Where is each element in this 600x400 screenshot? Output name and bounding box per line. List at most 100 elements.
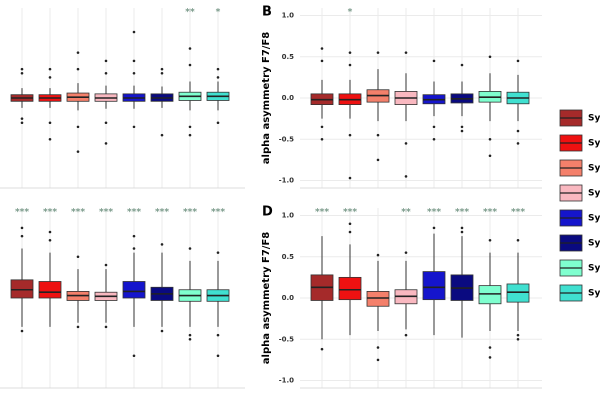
significance: * — [348, 8, 353, 18]
outlier — [76, 51, 80, 54]
outlier — [188, 133, 192, 137]
y-tick-label: 0.0 — [282, 94, 295, 102]
box — [10, 279, 34, 299]
significance: *** — [155, 208, 169, 218]
outlier — [348, 176, 352, 180]
outlier — [20, 67, 24, 71]
outlier — [216, 251, 220, 254]
outlier — [432, 137, 436, 141]
significance: *** — [343, 208, 357, 218]
outlier — [76, 150, 80, 153]
outlier — [404, 142, 408, 145]
outlier — [348, 222, 352, 226]
outlier — [160, 243, 164, 246]
outlier — [432, 125, 436, 129]
outlier — [488, 55, 492, 59]
significance: *** — [455, 208, 469, 218]
outlier — [48, 76, 52, 79]
outlier — [460, 226, 464, 230]
box — [338, 276, 362, 301]
outlier — [404, 175, 408, 178]
outlier — [76, 325, 80, 329]
outlier — [188, 125, 192, 129]
outlier — [320, 137, 324, 141]
significance: *** — [71, 208, 85, 218]
outlier — [188, 337, 192, 341]
y-tick-label: 0.5 — [282, 53, 295, 61]
outlier — [48, 67, 52, 71]
outlier — [132, 71, 136, 75]
legend-label: Sy — [588, 289, 600, 299]
significance: *** — [183, 208, 197, 218]
panel-label: D — [262, 205, 273, 220]
outlier — [348, 133, 352, 137]
outlier — [76, 255, 80, 259]
y-tick-label: 0.5 — [282, 253, 295, 261]
outlier — [320, 59, 324, 63]
outlier — [460, 63, 464, 67]
outlier — [516, 142, 520, 145]
outlier — [376, 158, 380, 162]
outlier — [20, 71, 24, 75]
outlier — [516, 238, 520, 242]
outlier — [20, 121, 24, 125]
outlier — [320, 347, 324, 351]
outlier — [516, 333, 520, 337]
outlier — [132, 30, 136, 34]
outlier — [104, 325, 108, 329]
outlier — [320, 125, 324, 129]
outlier — [376, 133, 380, 137]
outlier — [160, 133, 164, 137]
outlier — [160, 67, 164, 71]
outlier — [188, 247, 192, 250]
outlier — [188, 333, 192, 337]
outlier — [432, 226, 436, 230]
outlier — [516, 59, 520, 63]
outlier — [104, 121, 108, 125]
outlier — [104, 71, 108, 75]
outlier — [516, 129, 520, 133]
significance: *** — [211, 208, 225, 218]
outlier — [216, 67, 220, 71]
outlier — [432, 59, 436, 63]
legend-label: Sy — [588, 139, 600, 149]
outlier — [132, 59, 136, 63]
outlier — [320, 47, 324, 50]
outlier — [460, 125, 464, 129]
box — [422, 271, 446, 301]
outlier — [404, 333, 408, 337]
outlier — [460, 129, 464, 133]
significance: *** — [15, 208, 29, 218]
outlier — [516, 337, 520, 341]
y-tick-label: -1.0 — [279, 377, 294, 385]
outlier — [132, 247, 136, 250]
outlier — [104, 59, 108, 63]
legend-label: Sy — [588, 114, 600, 124]
outlier — [460, 230, 464, 234]
legend-label: Sy — [588, 214, 600, 224]
significance: *** — [511, 208, 525, 218]
y-axis-title: alpha asymmetry F7/F8 — [261, 232, 272, 365]
outlier — [132, 125, 136, 129]
significance: *** — [483, 208, 497, 218]
outlier — [488, 238, 492, 242]
significance: *** — [315, 208, 329, 218]
outlier — [488, 356, 492, 359]
outlier — [404, 251, 408, 254]
outlier — [488, 346, 492, 349]
outlier — [376, 358, 380, 362]
box — [366, 290, 390, 307]
box — [478, 285, 502, 305]
outlier — [376, 253, 380, 257]
outlier — [348, 51, 352, 54]
significance: *** — [127, 208, 141, 218]
outlier — [188, 47, 192, 50]
outlier — [376, 346, 380, 349]
outlier — [20, 226, 24, 230]
box — [506, 283, 530, 303]
y-tick-label: -0.5 — [279, 335, 294, 343]
significance: *** — [427, 208, 441, 218]
y-tick-label: 1.0 — [282, 212, 295, 220]
